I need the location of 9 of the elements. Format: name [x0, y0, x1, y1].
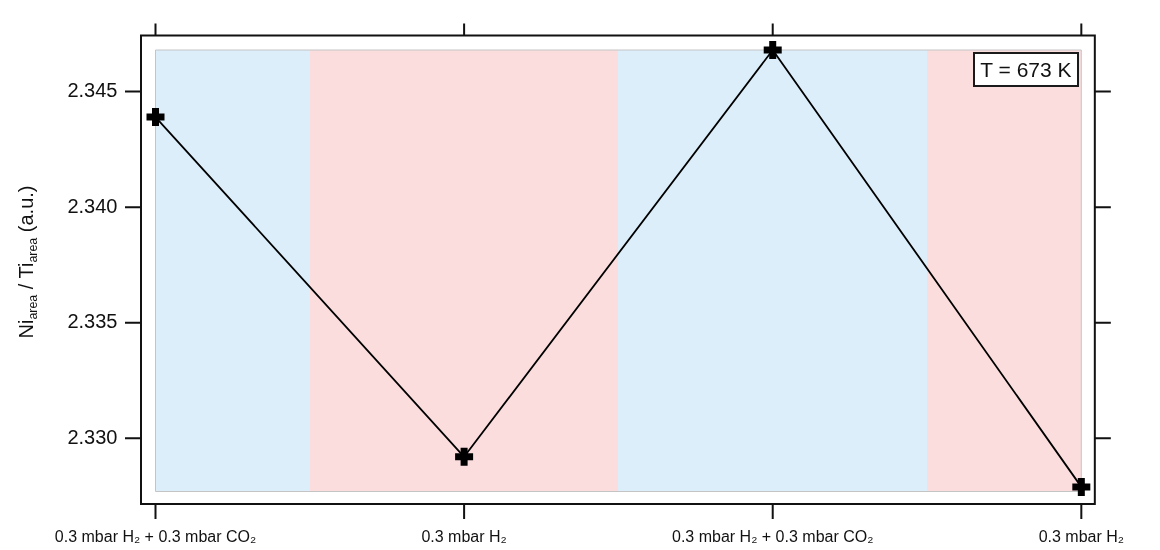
x-tick-label: 0.3 mbar H₂ + 0.3 mbar CO₂ [672, 527, 874, 545]
x-tick-label: 0.3 mbar H₂ [421, 527, 507, 545]
x-tick-label: 0.3 mbar H₂ [1038, 527, 1124, 545]
y-tick-label: 2.345 [67, 79, 118, 102]
y-tick-label: 2.335 [67, 310, 118, 333]
x-tick-label: 0.3 mbar H₂ + 0.3 mbar CO₂ [54, 527, 257, 545]
y-tick-label: 2.330 [67, 425, 118, 448]
annotation: T = 673 K [973, 52, 1079, 87]
y-tick-label: 2.340 [67, 194, 118, 217]
